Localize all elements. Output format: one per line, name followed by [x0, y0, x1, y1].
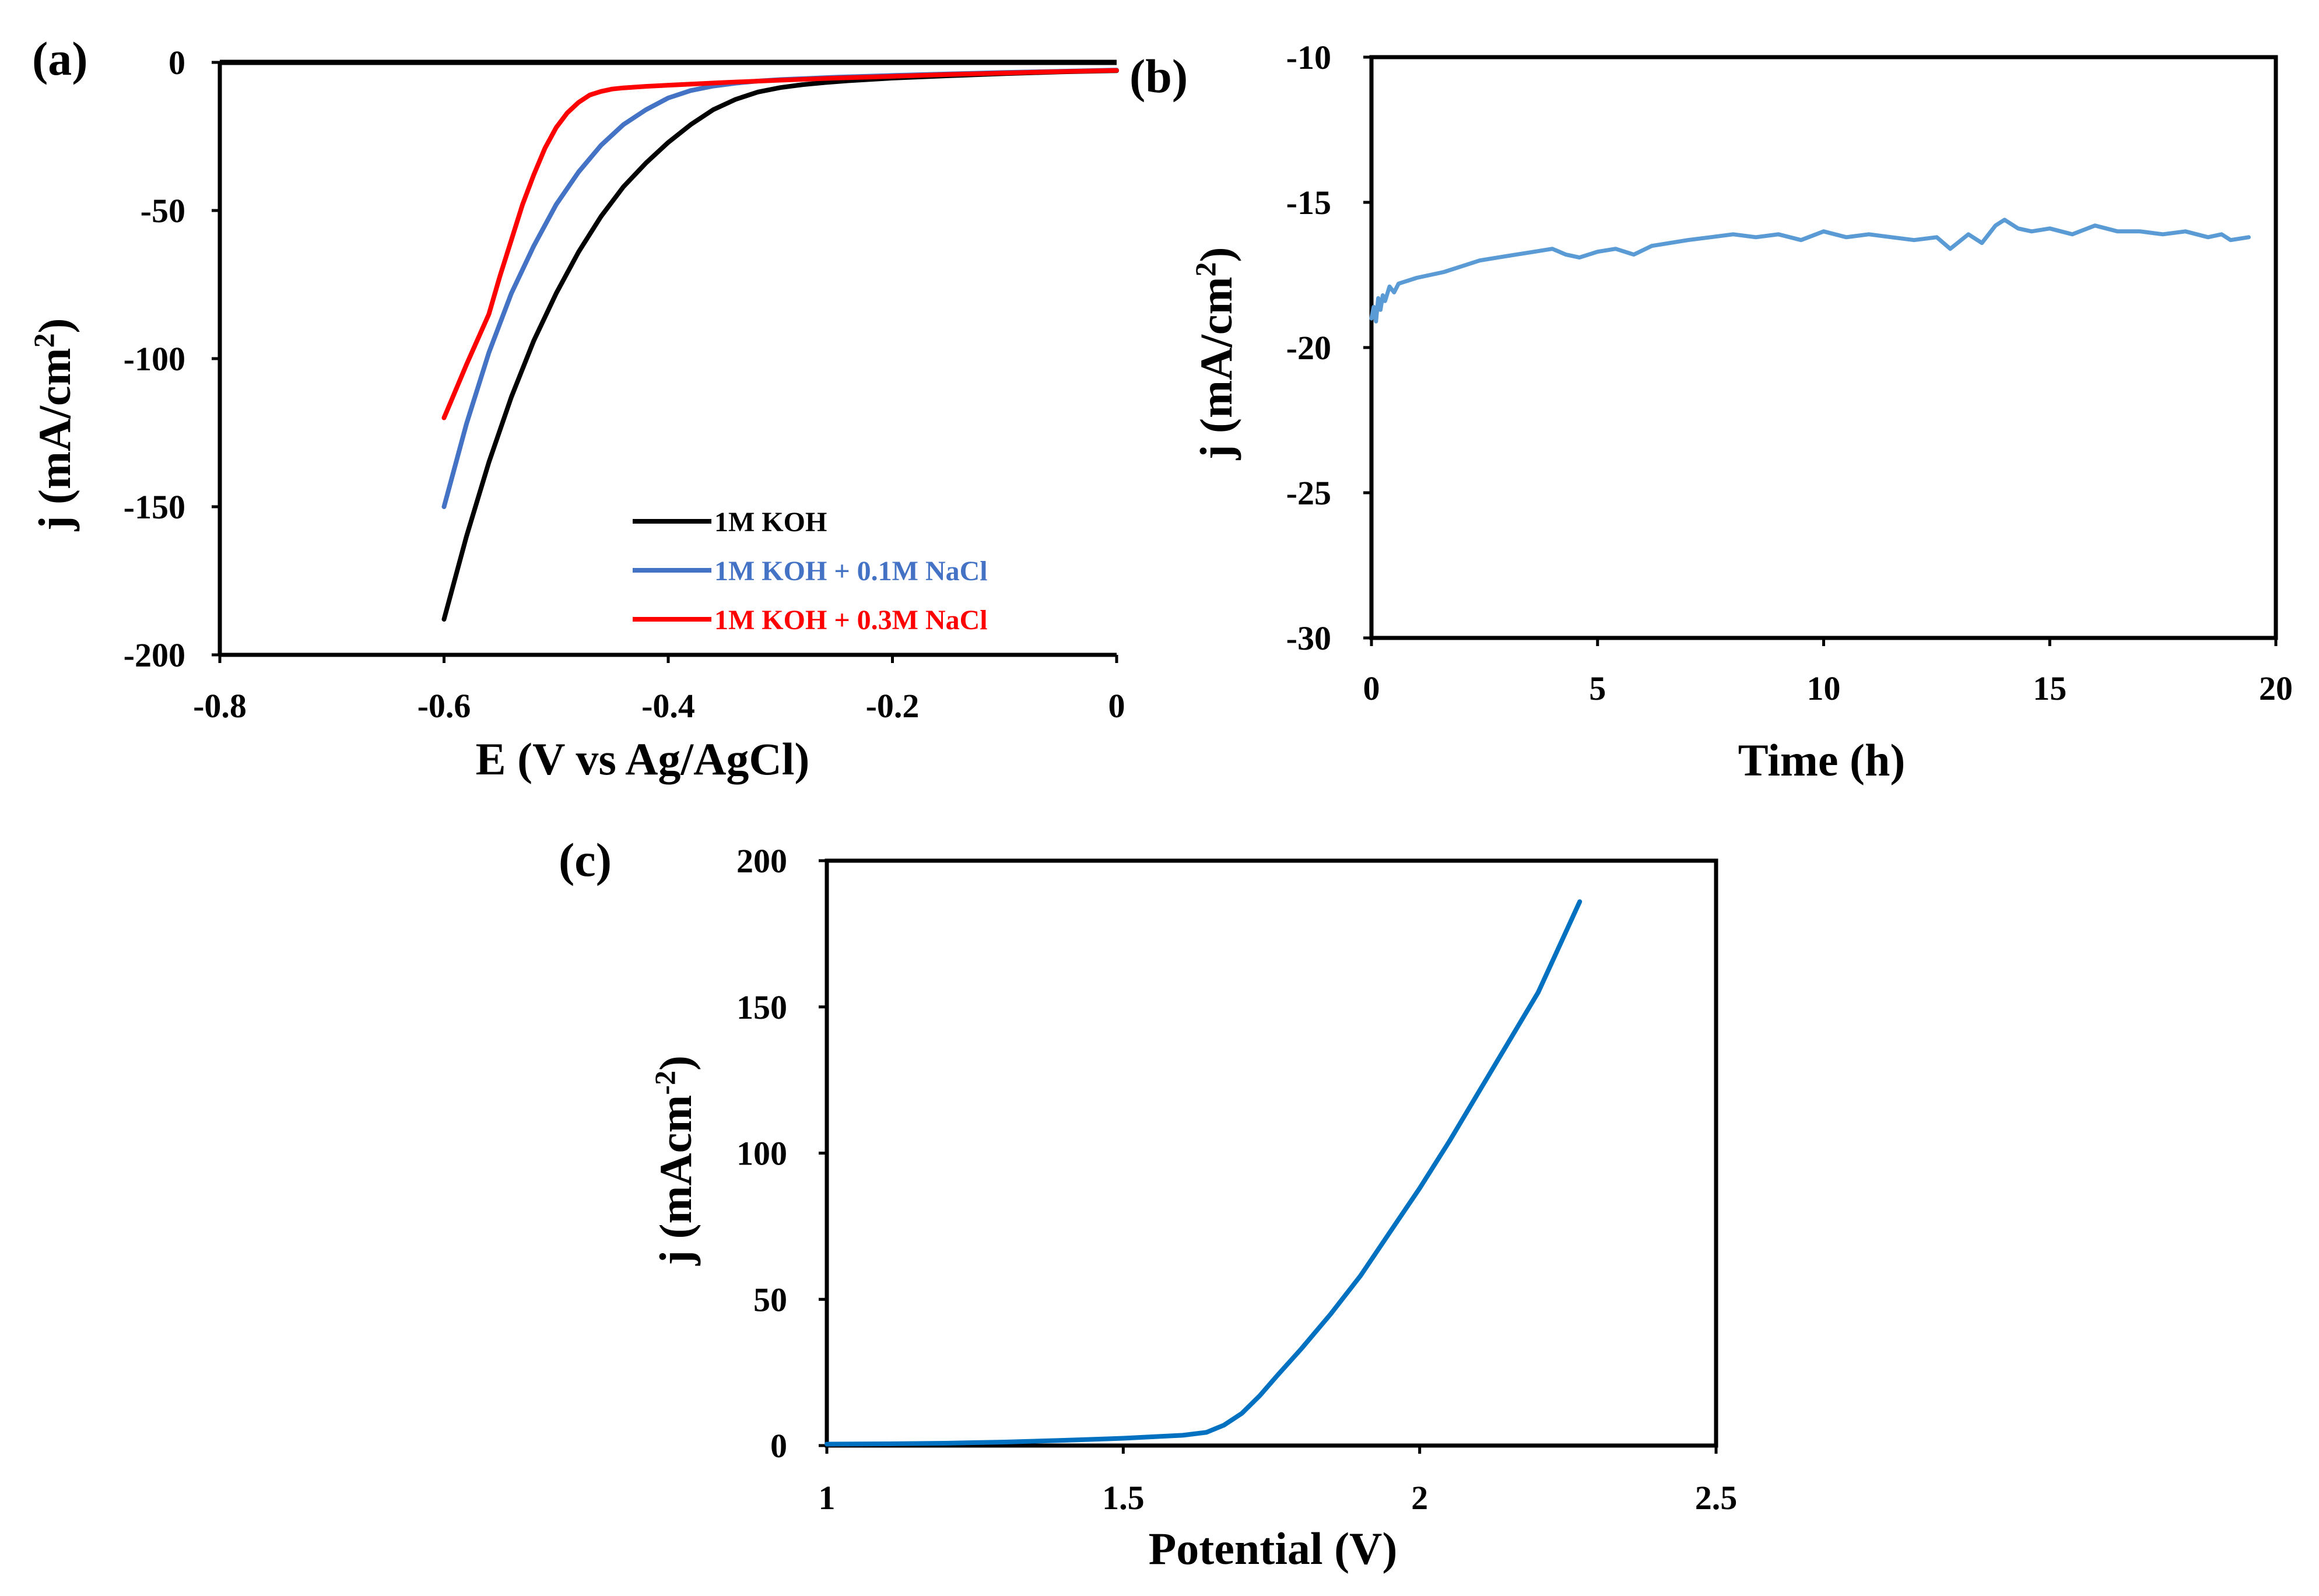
- x-tick-label: -0.8: [193, 687, 247, 725]
- x-tick-label: 1: [819, 1479, 836, 1517]
- y-tick-label: -200: [124, 636, 185, 674]
- x-tick-label: 5: [1589, 669, 1606, 707]
- panel-c-x-axis-title: Potential (V): [1149, 1523, 1398, 1574]
- x-tick-label: -0.4: [641, 687, 695, 725]
- x-tick-label: 1.5: [1102, 1479, 1145, 1517]
- y-tick-label: 150: [736, 988, 787, 1026]
- y-tick-label: -50: [141, 192, 185, 230]
- y-tick-label: -15: [1286, 184, 1331, 222]
- x-tick-label: 2.5: [1695, 1479, 1738, 1517]
- x-tick-label: 0: [1108, 687, 1125, 725]
- panel-a-plot-area: 0-50-100-150-200-0.8 -0.6 -0.4 -0.2 01M KOH1…: [124, 44, 1125, 725]
- panel-a-label: (a): [32, 32, 88, 85]
- panel-b-x-axis-title: Time (h): [1738, 735, 1906, 785]
- x-tick-label: 20: [2259, 669, 2293, 707]
- y-tick-label: 50: [753, 1281, 787, 1318]
- y-tick-label: -30: [1286, 619, 1331, 657]
- panel-c-plot-area: 0 50 100 150 200 1 1.5 2 2.5: [736, 842, 1737, 1517]
- panel-b-label: (b): [1129, 50, 1188, 103]
- y-tick-label: 0: [169, 44, 185, 82]
- panel-c: (c) 0 50 100 150 200 1 1.5 2 2.5 Potential (V) j…: [559, 833, 1737, 1574]
- panel-b: (b) -10 -15 -20 -25 -30 0 5 10 15 20 Time (h) j (…: [1129, 38, 2293, 785]
- y-tick-label: 0: [770, 1427, 787, 1465]
- x-tick-label: 10: [1807, 669, 1841, 707]
- panel-c-label: (c): [559, 833, 612, 886]
- series-line-3: [441, 68, 1119, 420]
- y-tick-label: -20: [1286, 329, 1331, 367]
- panel-c-y-axis-title: j (mAcm-2): [648, 1055, 701, 1266]
- y-tick-label: 200: [736, 842, 787, 880]
- y-tick-label: -25: [1286, 474, 1331, 512]
- legend-entry: 1M KOH + 0.1M NaCl: [714, 556, 988, 587]
- panel-a-y-axis-title: j (mA/cm2): [27, 318, 80, 531]
- series-line-1: [1369, 218, 2251, 324]
- panel-a-x-axis-title: E (V vs Ag/AgCl): [476, 734, 810, 784]
- y-tick-label: -10: [1286, 38, 1331, 76]
- y-tick-label: -100: [124, 340, 185, 378]
- legend-entry: 1M KOH: [714, 507, 827, 538]
- y-tick-label: 100: [736, 1135, 787, 1173]
- series-line-1: [825, 899, 1583, 1447]
- x-tick-label: -0.6: [418, 687, 471, 725]
- legend-entry: 1M KOH + 0.3M NaCl: [714, 605, 988, 636]
- panel-a: (a) 0 -50 -100 -150 -200-0.8 -0.6 -0.4 -0.2 0 1M …: [27, 32, 1125, 784]
- panel-b-plot-area: -10 -15 -20 -25 -30 0 5 10 15 20: [1286, 38, 2293, 707]
- panel-b-y-axis-title: j (mA/cm2): [1189, 247, 1241, 460]
- x-tick-label: 0: [1363, 669, 1380, 707]
- y-tick-label: -150: [124, 488, 185, 526]
- legend: 1M KOH 1M KOH + 0.1M NaCl 1M KOH + 0.3M Na…: [633, 507, 988, 636]
- x-tick-label: -0.2: [866, 687, 920, 725]
- x-tick-label: 2: [1411, 1479, 1428, 1517]
- x-tick-label: 15: [2033, 669, 2067, 707]
